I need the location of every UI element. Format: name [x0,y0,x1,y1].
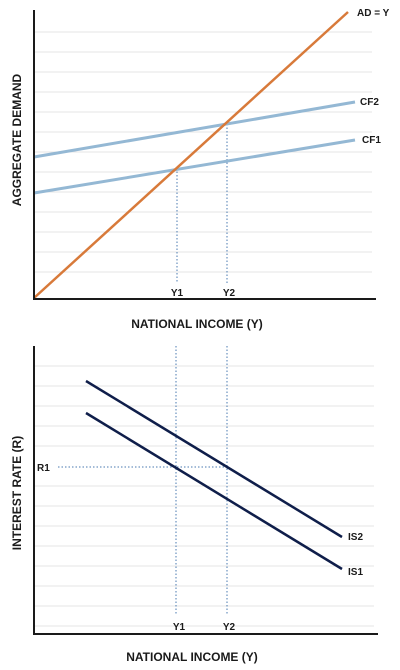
cf1-line [33,138,356,195]
ad-equals-y-label: AD = Y [357,8,390,19]
bottom-grid [34,365,374,627]
top-y-axis-label: AGGREGATE DEMAND [10,73,24,206]
cf1-label: CF1 [362,135,381,146]
bottom-x-axis-label: NATIONAL INCOME (Y) [126,650,258,664]
is2-line [85,379,343,539]
cf2-line [33,100,356,159]
bottom-tick-y1: Y1 [173,622,186,633]
bottom-y-axis-label: INTEREST RATE (R) [10,436,24,550]
is1-label: IS1 [348,567,363,578]
cf2-label: CF2 [360,97,379,108]
is1-line [85,411,343,571]
top-grid [34,31,372,273]
top-tick-y1: Y1 [171,288,184,299]
r1-tick-label: R1 [37,463,50,474]
top-x-axis-label: NATIONAL INCOME (Y) [131,317,263,331]
bottom-tick-y2: Y2 [223,622,236,633]
ad-equals-y-line [33,11,349,299]
bottom-chart: IS2 IS1 R1 Y1 Y2 NATIONAL INCOME (Y) INT… [10,346,378,664]
top-tick-y2: Y2 [223,288,236,299]
top-chart: AD = Y CF2 CF1 Y1 Y2 NATIONAL INCOME (Y)… [10,8,390,331]
is2-label: IS2 [348,532,363,543]
